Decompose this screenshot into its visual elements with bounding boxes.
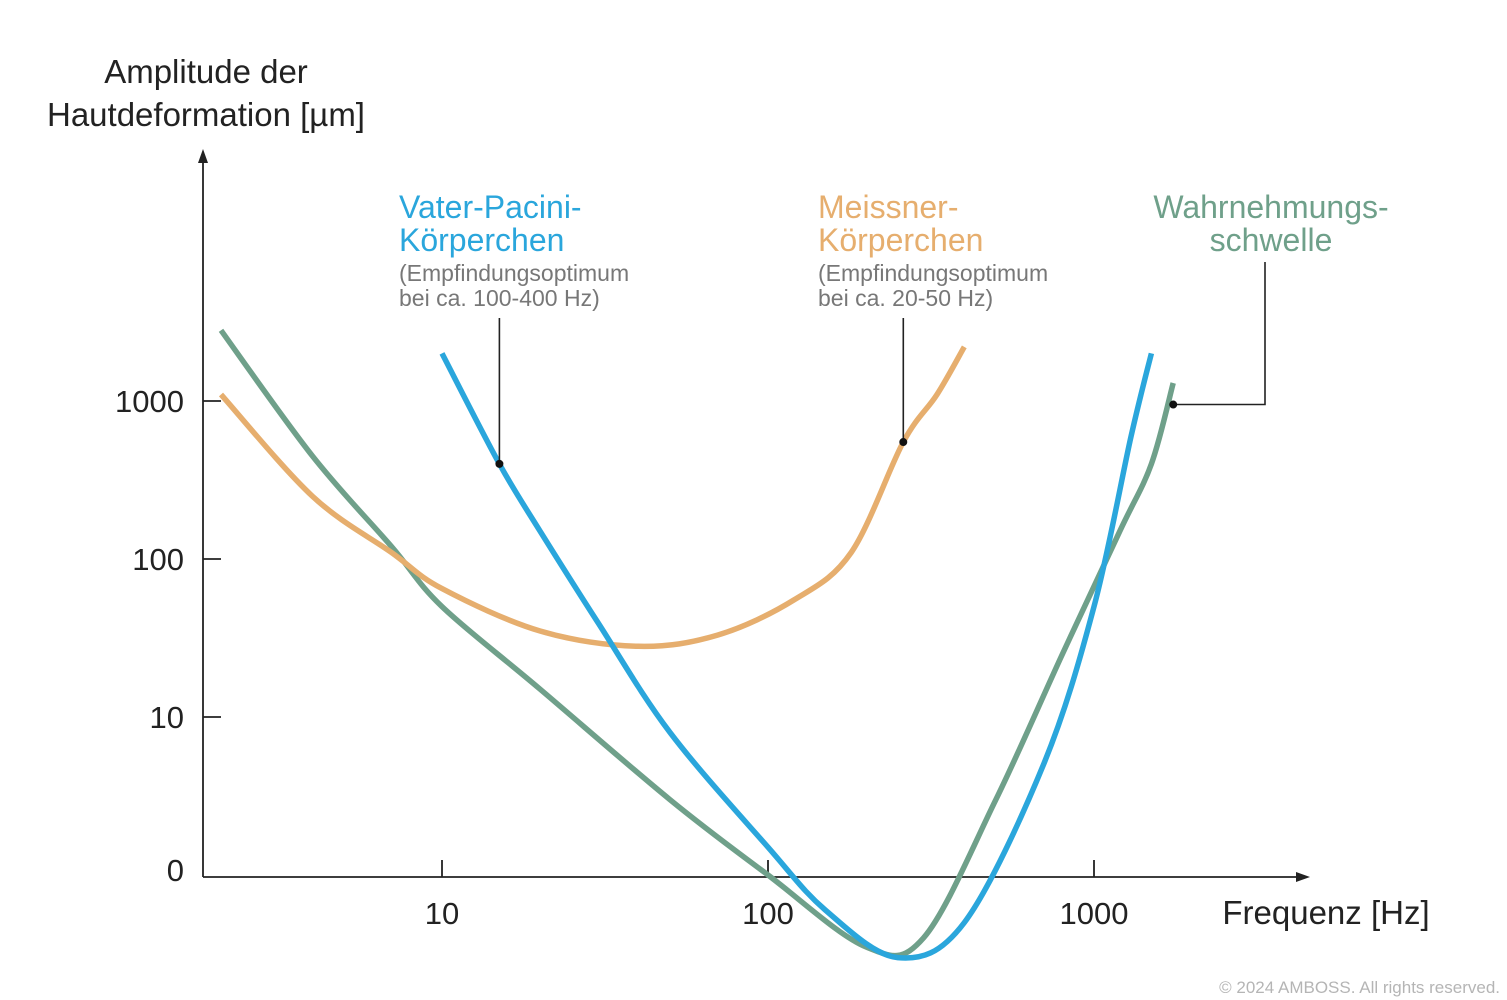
y-axis-title-line-1: Amplitude der bbox=[104, 53, 308, 90]
label-pacini-note-2: bei ca. 100-400 Hz) bbox=[399, 285, 600, 311]
label-meissner-note-2: bei ca. 20-50 Hz) bbox=[818, 285, 993, 311]
marker-dot-threshold bbox=[1169, 400, 1178, 409]
label-meissner: Meissner- Körperchen (Empfindungsoptimum… bbox=[818, 189, 1048, 311]
label-threshold-line-2: schwelle bbox=[1210, 222, 1333, 258]
x-axis-arrow bbox=[1296, 872, 1310, 882]
y-axis-title: Amplitude der Hautdeformation [µm] bbox=[47, 53, 365, 133]
y-axis-arrow bbox=[198, 149, 208, 163]
series-layer bbox=[218, 328, 1176, 961]
y-tick-label: 1000 bbox=[115, 384, 184, 419]
series-line-threshold bbox=[218, 328, 1176, 959]
marker-dot-pacini bbox=[495, 459, 504, 468]
series-line-meissner bbox=[218, 345, 967, 650]
y-axis-title-line-2: Hautdeformation [µm] bbox=[47, 96, 365, 133]
leader-line-threshold bbox=[1173, 262, 1266, 406]
label-meissner-line-1: Meissner- bbox=[818, 189, 958, 225]
y-tick-label: 0 bbox=[167, 853, 184, 888]
x-tick-label: 10 bbox=[425, 896, 459, 931]
label-pacini-line-2: Körperchen bbox=[399, 222, 564, 258]
x-axis-title: Frequenz [Hz] bbox=[1222, 894, 1429, 931]
callout-layer bbox=[495, 262, 1266, 468]
label-meissner-line-2: Körperchen bbox=[818, 222, 983, 258]
y-tick-label: 10 bbox=[150, 700, 184, 735]
x-tick-label: 100 bbox=[742, 896, 794, 931]
x-tick-label: 1000 bbox=[1060, 896, 1129, 931]
label-threshold: Wahrnehmungs- schwelle bbox=[1153, 189, 1388, 258]
copyright-notice: © 2024 AMBOSS. All rights reserved. bbox=[1219, 978, 1500, 997]
y-tick-label: 100 bbox=[132, 542, 184, 577]
label-pacini: Vater-Pacini- Körperchen (Empfindungsopt… bbox=[399, 189, 629, 311]
label-threshold-line-1: Wahrnehmungs- bbox=[1153, 189, 1388, 225]
series-line-pacini bbox=[439, 352, 1155, 961]
ticks: 10 100 1000 0 10 100 1000 bbox=[115, 384, 1128, 931]
axes bbox=[198, 149, 1310, 882]
label-pacini-line-1: Vater-Pacini- bbox=[399, 189, 582, 225]
label-meissner-note-1: (Empfindungsoptimum bbox=[818, 260, 1048, 286]
label-pacini-note-1: (Empfindungsoptimum bbox=[399, 260, 629, 286]
marker-dot-meissner bbox=[899, 438, 908, 447]
